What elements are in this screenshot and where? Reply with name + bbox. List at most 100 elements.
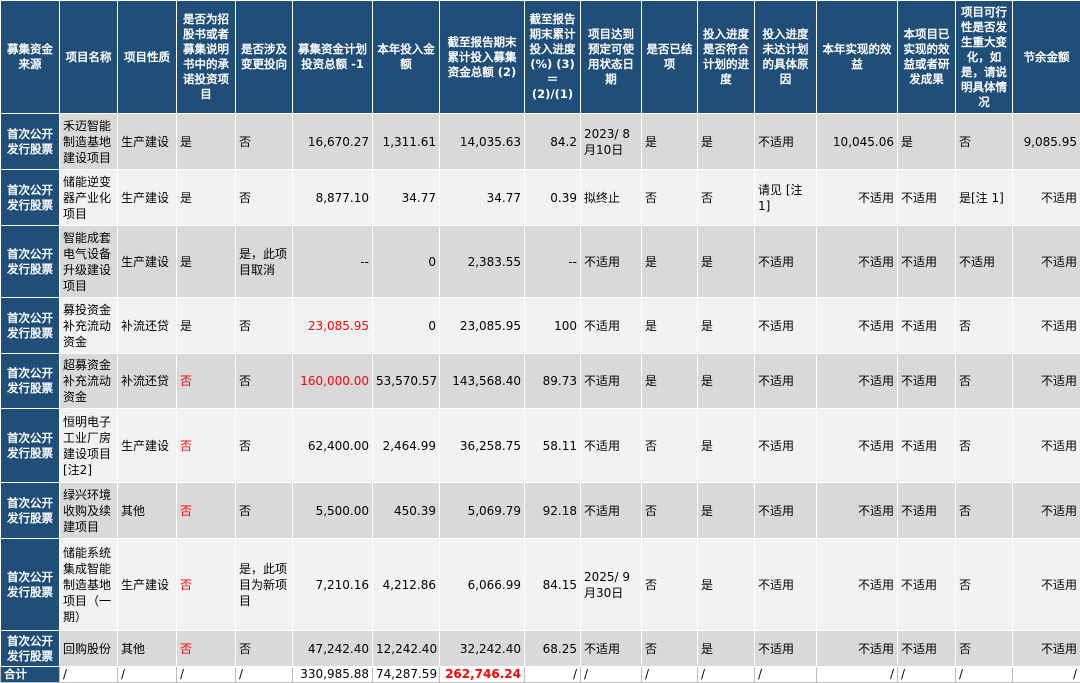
cell-project-type: 补流还贷 [118, 298, 177, 354]
cell-committed-flag: 是 [177, 226, 236, 298]
col-header: 投入进度是否符合计划的进度 [698, 1, 755, 114]
cell-on-schedule-flag: 是 [698, 114, 755, 170]
cell-year-investment: 1,311.61 [373, 114, 440, 170]
cell-year-benefit: 10,045.06 [817, 114, 898, 170]
total-year-investment: 74,287.59 [373, 667, 440, 683]
cell-achieved-benefit: 不适用 [898, 631, 956, 667]
col-header: 是否为招股书或者募集说明书中的承诺投资项目 [177, 1, 236, 114]
total-ready-date: / [581, 667, 642, 683]
total-year-benefit: / [817, 667, 898, 683]
cell-project-type: 其他 [118, 483, 177, 539]
cell-cumulative-investment: 6,066.99 [440, 539, 525, 631]
col-header: 是否涉及变更投向 [236, 1, 293, 114]
cell-change-flag: 否 [236, 483, 293, 539]
col-header: 是否已结项 [642, 1, 698, 114]
cell-project-name: 储能逆变器产业化项目 [60, 170, 118, 226]
cell-project-type: 其他 [118, 631, 177, 667]
cell-progress-percent: 100 [525, 298, 581, 354]
cell-progress-percent: 84.2 [525, 114, 581, 170]
total-project-type: / [118, 667, 177, 683]
cell-change-flag: 是，此项目为新项目 [236, 539, 293, 631]
cell-closed-flag: 否 [642, 539, 698, 631]
cell-year-investment: 53,570.57 [373, 354, 440, 409]
cell-fund-source: 首次公开发行股票 [1, 170, 60, 226]
cell-on-schedule-flag: 是 [698, 298, 755, 354]
cell-feasibility-change: 否 [956, 631, 1013, 667]
cell-delay-reason: 不适用 [755, 298, 817, 354]
col-header: 截至报告期末累计投入募集资金总额 (2) [440, 1, 525, 114]
cell-ready-date: 不适用 [581, 226, 642, 298]
header-row: 募集资金来源 项目名称 项目性质 是否为招股书或者募集说明书中的承诺投资项目 是… [1, 1, 1080, 114]
cell-year-investment: 0 [373, 298, 440, 354]
total-surplus-amount: / [1013, 667, 1080, 683]
total-delay-reason: / [755, 667, 817, 683]
cell-committed-flag: 否 [177, 409, 236, 483]
cell-cumulative-investment: 36,258.75 [440, 409, 525, 483]
cell-achieved-benefit: 不适用 [898, 354, 956, 409]
cell-year-benefit: 不适用 [817, 354, 898, 409]
cell-progress-percent: 89.73 [525, 354, 581, 409]
cell-fund-source: 首次公开发行股票 [1, 226, 60, 298]
cell-change-flag: 否 [236, 114, 293, 170]
cell-achieved-benefit: 不适用 [898, 170, 956, 226]
cell-feasibility-change: 否 [956, 298, 1013, 354]
col-header: 本项目已实现的效益或者研发成果 [898, 1, 956, 114]
cell-fund-source: 首次公开发行股票 [1, 539, 60, 631]
cell-year-benefit: 不适用 [817, 409, 898, 483]
cell-on-schedule-flag: 是 [698, 354, 755, 409]
cell-progress-percent: 0.39 [525, 170, 581, 226]
cell-change-flag: 否 [236, 631, 293, 667]
cell-ready-date: 不适用 [581, 483, 642, 539]
total-change-flag: / [236, 667, 293, 683]
cell-progress-percent: 68.25 [525, 631, 581, 667]
cell-delay-reason: 请见 [注1] [755, 170, 817, 226]
total-fund-source: 合计 [1, 667, 60, 683]
cell-change-flag: 否 [236, 354, 293, 409]
total-planned-total: 330,985.88 [293, 667, 373, 683]
col-header: 项目性质 [118, 1, 177, 114]
cell-cumulative-investment: 5,069.79 [440, 483, 525, 539]
cell-planned-total: 62,400.00 [293, 409, 373, 483]
cell-on-schedule-flag: 是 [698, 539, 755, 631]
cell-cumulative-investment: 34.77 [440, 170, 525, 226]
cell-planned-total: 5,500.00 [293, 483, 373, 539]
cell-fund-source: 首次公开发行股票 [1, 354, 60, 409]
cell-change-flag: 是，此项目取消 [236, 226, 293, 298]
cell-feasibility-change: 否 [956, 483, 1013, 539]
cell-committed-flag: 否 [177, 354, 236, 409]
cell-year-benefit: 不适用 [817, 298, 898, 354]
cell-closed-flag: 是 [642, 298, 698, 354]
cell-project-name: 绿兴环境收购及续建项目 [60, 483, 118, 539]
cell-surplus-amount: 不适用 [1013, 170, 1080, 226]
col-header: 募集资金计划投资总额 -1 [293, 1, 373, 114]
cell-feasibility-change: 否 [956, 409, 1013, 483]
cell-cumulative-investment: 143,568.40 [440, 354, 525, 409]
cell-year-benefit: 不适用 [817, 226, 898, 298]
cell-planned-total: -- [293, 226, 373, 298]
cell-planned-total: 23,085.95 [293, 298, 373, 354]
cell-ready-date: 不适用 [581, 298, 642, 354]
cell-ready-date: 不适用 [581, 631, 642, 667]
cell-change-flag: 否 [236, 298, 293, 354]
col-header: 项目可行性是否发生重大变化，如是，请说明具体情况 [956, 1, 1013, 114]
cell-change-flag: 否 [236, 170, 293, 226]
cell-fund-source: 首次公开发行股票 [1, 483, 60, 539]
cell-surplus-amount: 不适用 [1013, 483, 1080, 539]
cell-surplus-amount: 9,085.95 [1013, 114, 1080, 170]
cell-achieved-benefit: 不适用 [898, 298, 956, 354]
cell-project-name: 募投资金补充流动资金 [60, 298, 118, 354]
cell-year-investment: 12,242.40 [373, 631, 440, 667]
col-header: 本年投入金额 [373, 1, 440, 114]
total-on-schedule-flag: / [698, 667, 755, 683]
cell-committed-flag: 是 [177, 114, 236, 170]
total-feasibility-change: / [956, 667, 1013, 683]
cell-project-name: 智能成套电气设备升级建设项目 [60, 226, 118, 298]
cell-closed-flag: 否 [642, 631, 698, 667]
cell-surplus-amount: 不适用 [1013, 539, 1080, 631]
